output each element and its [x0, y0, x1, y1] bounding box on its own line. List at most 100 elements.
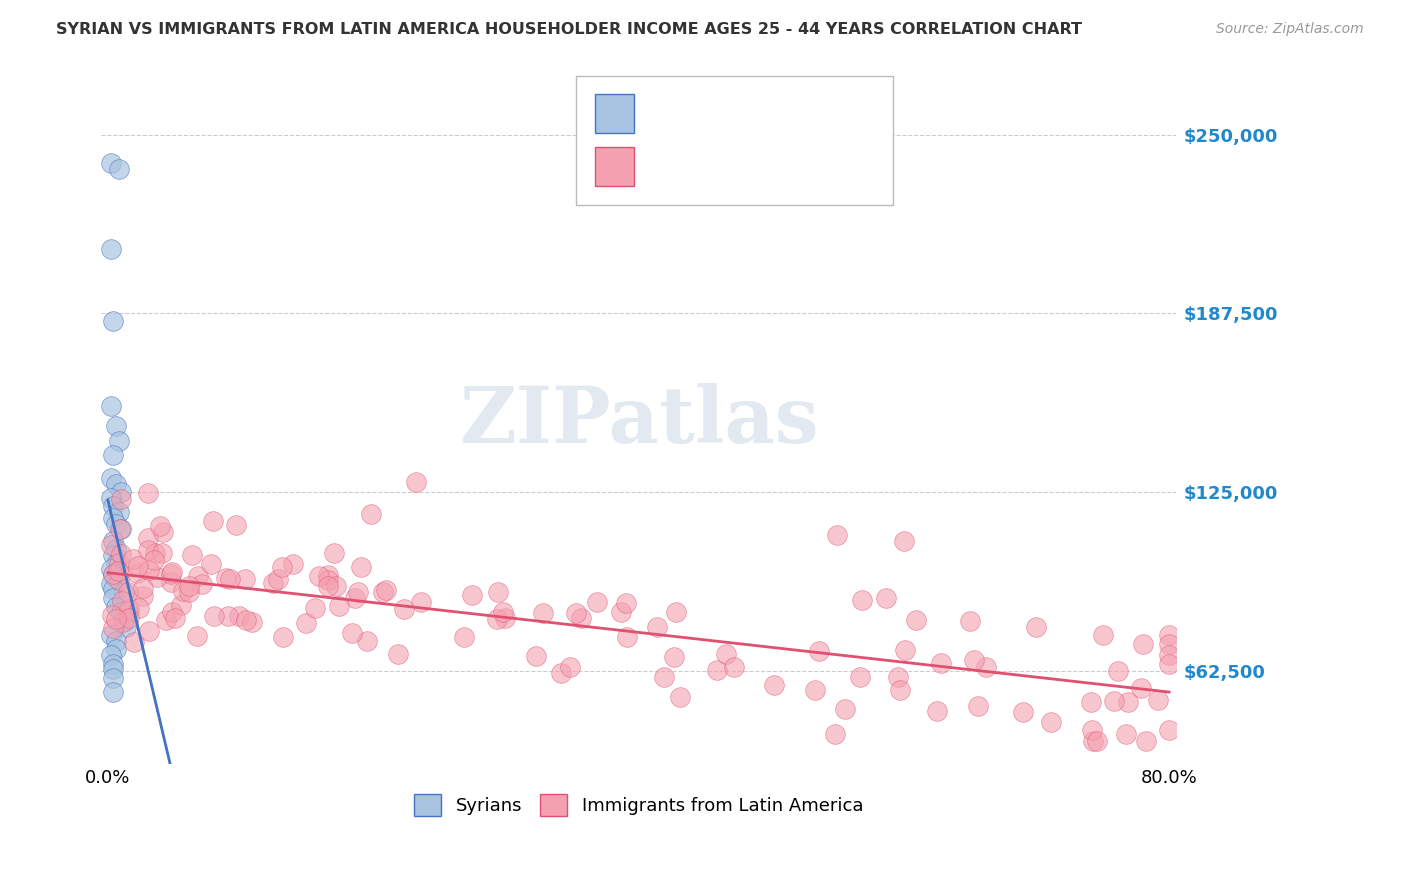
Point	[180, 549, 202, 563]
Point	[108, 574, 131, 588]
Point	[103, 568, 125, 582]
Text: -0.523: -0.523	[676, 158, 741, 176]
Point	[200, 557, 222, 571]
Point	[160, 565, 183, 579]
Point	[187, 569, 209, 583]
Point	[100, 471, 122, 485]
Point	[706, 663, 728, 677]
Point	[128, 601, 150, 615]
Point	[107, 161, 129, 176]
Point	[100, 628, 122, 642]
Point	[103, 663, 125, 677]
Text: Source: ZipAtlas.com: Source: ZipAtlas.com	[1216, 22, 1364, 37]
Point	[318, 568, 340, 582]
Point	[110, 522, 132, 536]
Point	[103, 621, 125, 635]
Point	[1132, 637, 1154, 651]
Point	[360, 508, 382, 522]
Point	[461, 588, 484, 602]
Point	[1102, 694, 1125, 708]
Point	[616, 596, 638, 610]
Point	[387, 647, 409, 661]
Point	[202, 514, 225, 528]
Point	[100, 562, 122, 576]
Point	[1085, 734, 1108, 748]
Point	[110, 605, 132, 619]
Point	[235, 613, 257, 627]
Point	[103, 582, 125, 597]
Point	[927, 704, 949, 718]
Point	[149, 519, 172, 533]
Point	[585, 595, 607, 609]
Point	[104, 571, 127, 585]
Point	[111, 615, 134, 630]
Point	[165, 611, 187, 625]
Point	[485, 612, 508, 626]
Point	[100, 156, 122, 170]
Point	[1080, 696, 1102, 710]
Point	[963, 653, 986, 667]
Point	[103, 671, 125, 685]
Point	[177, 585, 200, 599]
Point	[160, 574, 183, 589]
Point	[392, 602, 415, 616]
Text: R =: R =	[640, 158, 679, 176]
Point	[894, 643, 917, 657]
Point	[1081, 723, 1104, 737]
Text: N =: N =	[749, 104, 789, 122]
Point	[665, 605, 688, 619]
Point	[118, 602, 141, 616]
Point	[1130, 681, 1153, 695]
Point	[1157, 657, 1180, 671]
Point	[110, 547, 132, 561]
Point	[325, 579, 347, 593]
Point	[160, 567, 183, 582]
Point	[1157, 723, 1180, 737]
Point	[110, 522, 132, 536]
Point	[827, 528, 849, 542]
Point	[762, 678, 785, 692]
Point	[104, 476, 127, 491]
Point	[202, 608, 225, 623]
Point	[170, 599, 193, 613]
Point	[103, 313, 125, 327]
Point	[186, 629, 208, 643]
Point	[104, 611, 127, 625]
Point	[101, 567, 124, 582]
Point	[645, 620, 668, 634]
Point	[889, 683, 911, 698]
Point	[118, 610, 141, 624]
Legend: Syrians, Immigrants from Latin America: Syrians, Immigrants from Latin America	[406, 787, 870, 823]
Point	[131, 581, 153, 595]
Point	[103, 448, 125, 462]
Text: SYRIAN VS IMMIGRANTS FROM LATIN AMERICA HOUSEHOLDER INCOME AGES 25 - 44 YEARS CO: SYRIAN VS IMMIGRANTS FROM LATIN AMERICA …	[56, 22, 1083, 37]
Point	[1146, 693, 1168, 707]
Point	[494, 611, 516, 625]
Point	[851, 593, 873, 607]
Point	[103, 548, 125, 562]
Point	[112, 614, 135, 628]
Point	[616, 630, 638, 644]
Point	[240, 615, 263, 629]
Point	[100, 576, 122, 591]
Point	[344, 591, 367, 605]
Point	[373, 584, 395, 599]
Point	[531, 607, 554, 621]
Point	[346, 584, 368, 599]
Point	[1115, 727, 1137, 741]
Point	[115, 619, 138, 633]
Point	[111, 594, 134, 608]
Point	[225, 518, 247, 533]
Point	[107, 505, 129, 519]
Point	[138, 563, 160, 577]
Text: N =: N =	[749, 158, 789, 176]
Point	[1107, 664, 1129, 678]
Point	[1039, 714, 1062, 729]
Point	[959, 614, 981, 628]
Point	[716, 647, 738, 661]
Point	[550, 665, 572, 680]
Point	[328, 599, 350, 613]
Point	[356, 633, 378, 648]
Point	[409, 595, 432, 609]
Point	[217, 609, 239, 624]
